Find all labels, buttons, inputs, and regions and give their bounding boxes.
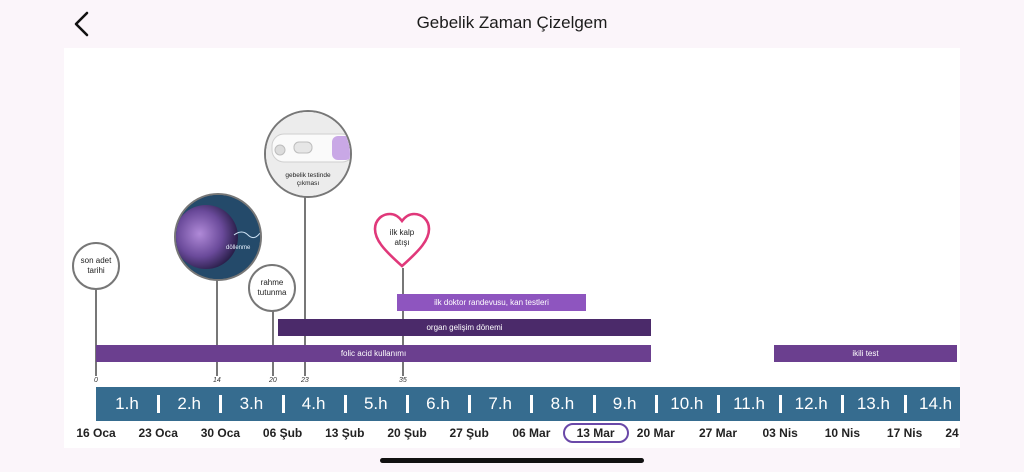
bar-organ-development[interactable]: organ gelişim dönemi [278,319,651,336]
week-separator [406,395,409,413]
week-strip[interactable]: 1.h 2.h 3.h 4.h 5.h 6.h 7.h 8.h 9.h 10.h 11.h 12.h 1… [96,387,960,421]
week-cell[interactable]: 13.h [856,394,890,413]
bar-doctor-visit-label: ilk doktor randevusu, kan testleri [434,298,549,307]
date-label[interactable]: 03 Nis [762,426,798,440]
bar-dual-test[interactable]: ikili test [774,345,957,362]
date-label[interactable]: 10 Nis [824,426,861,440]
week-separator [841,395,845,413]
bar-dual-test-label: ikili test [852,349,879,358]
chevron-left-icon[interactable] [70,10,94,38]
bar-folic-acid[interactable]: folic acid kullanımı [96,345,651,362]
week-cell[interactable]: 9.h [612,394,637,413]
page-title: Gebelik Zaman Çizelgem [416,13,608,32]
day-tick: 14 [213,377,221,384]
date-label[interactable]: 20 Şub [387,426,427,440]
milestone-fertilization[interactable]: döllenme [174,193,262,281]
week-cell[interactable]: 12.h [794,394,828,413]
milestone-implantation-label: rahme tutunma [257,278,287,297]
milestone-heartbeat-label: ilk kalp atışı [389,228,415,247]
date-label[interactable]: 13 Şub [325,426,365,440]
date-label[interactable]: 30 Oca [200,426,241,440]
milestone-fertilization-label: döllenme [226,245,251,251]
week-cell[interactable]: 7.h [488,394,512,413]
week-separator [654,395,658,413]
bar-organ-development-label: organ gelişim dönemi [426,323,503,332]
stem-implantation [272,310,274,376]
date-label-current[interactable]: 13 Mar [562,423,629,443]
bar-doctor-visit[interactable]: ilk doktor randevusu, kan testleri [397,294,586,311]
header: Gebelik Zaman Çizelgem [0,0,1024,48]
week-cell[interactable]: 2.h [177,394,201,413]
date-label[interactable]: 16 Oca [76,426,116,440]
heart-icon [373,212,431,268]
milestone-pregnancy-test[interactable]: gebelik testinde çıkması [264,110,352,198]
day-tick: 20 [269,377,277,384]
date-label[interactable]: 27 Şub [449,426,489,440]
bar-folic-acid-label: folic acid kullanımı [340,349,407,358]
milestone-pregnancy-test-label: gebelik testinde çıkması [285,172,331,188]
week-cell[interactable]: 11.h [733,394,765,413]
stem-lmp [95,288,97,376]
week-separator [468,395,472,413]
egg-cell-icon [176,195,260,279]
stem-fertilization [216,278,218,376]
week-cell[interactable]: 1.h [115,394,139,413]
pregnancy-test-icon [266,112,350,196]
date-label[interactable]: 06 Şub [262,426,303,440]
date-label[interactable]: 24 [945,426,959,440]
milestone-heartbeat[interactable]: ilk kalp atışı [372,210,432,270]
date-label[interactable]: 23 Oca [138,426,178,440]
week-separator [903,395,907,413]
milestone-lmp[interactable]: son adet tarihi [72,242,120,290]
day-tick: 35 [399,377,407,384]
week-cell[interactable]: 3.h [239,394,264,413]
home-indicator [380,458,644,463]
week-cell[interactable]: 5.h [363,394,388,413]
week-cell[interactable]: 6.h [426,394,450,413]
date-label[interactable]: 17 Nis [886,426,923,440]
week-separator [343,395,347,413]
week-separator [281,395,285,413]
week-cell[interactable]: 4.h [301,394,326,413]
date-label[interactable]: 20 Mar [636,426,675,440]
day-tick: 0 [94,377,98,384]
milestone-lmp-label: son adet tarihi [80,256,112,275]
date-label[interactable]: 27 Mar [698,426,738,440]
week-cell[interactable]: 8.h [550,394,575,413]
timeline-panel[interactable]: ilk doktor randevusu, kan testleri organ… [64,48,960,448]
week-separator [157,395,161,413]
week-cell[interactable]: 14.h [919,394,953,413]
week-separator [717,395,720,413]
week-separator [592,395,596,413]
week-separator [530,395,534,413]
day-tick: 23 [301,377,309,384]
week-separator [219,395,223,413]
milestone-implantation[interactable]: rahme tutunma [248,264,296,312]
stem-test [304,196,306,376]
week-separator [779,395,783,413]
date-label[interactable]: 06 Mar [512,426,551,440]
week-cell[interactable]: 10.h [670,394,704,413]
